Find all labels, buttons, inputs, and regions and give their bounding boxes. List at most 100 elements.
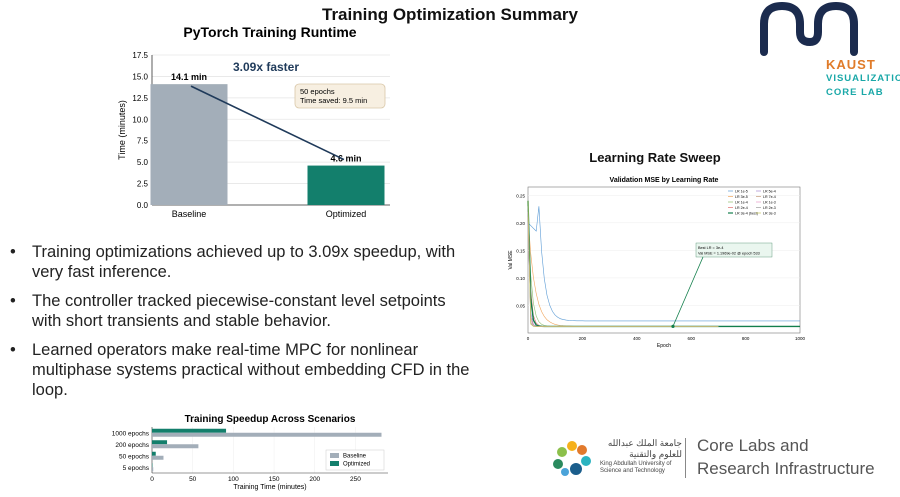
bullet-dot-icon: • [10,243,16,261]
speedup-bar-optimized [152,451,156,456]
speedup-legend-swatch [330,453,339,458]
footer-core-line1: Core Labs and [697,436,809,455]
sweep-legend-label: LR 1e-4 [735,201,748,205]
sweep-x-tick-label: 800 [742,336,750,341]
sweep-series-line [527,206,800,322]
sweep-y-tick-label: 0.25 [516,193,525,198]
speedup-x-tick-label: 50 [189,476,197,483]
sweep-best-annotation-box [695,242,773,258]
footer-english-line1: King Abdullah University of [600,461,672,467]
sweep-chart-subtitle: Validation MSE by Learning Rate [610,177,719,184]
runtime-y-tick-label: 17.5 [132,51,148,60]
footer-english-line2: Science and Technology [600,468,665,474]
runtime-chart: PyTorch Training Runtime 0.0 2.5 5.0 7.5 10.0… [117,24,390,219]
runtime-y-tick-label: 7.5 [137,137,149,146]
sweep-legend-label: LR 2e-4 [735,206,748,210]
bullet-text: Training optimizations achieved up to 3.… [32,243,456,281]
runtime-bar [307,165,385,205]
bullet-item: • Learned operators make real-time MPC fo… [10,340,470,400]
slide-title: Training Optimization Summary [322,5,578,24]
speedup-x-tick-label: 250 [350,476,361,483]
runtime-bar [150,84,228,205]
kaust-sunburst-icon [553,441,591,476]
sweep-x-tick-label: 600 [687,336,695,341]
runtime-speedup-annotation: 3.09x faster [233,60,299,74]
speedup-bar-baseline [152,432,382,437]
speedup-legend-box [325,449,385,471]
sweep-best-arrow [672,256,704,327]
runtime-y-tick-label: 5.0 [137,158,149,167]
runtime-y-tick-label: 12.5 [132,94,148,103]
speedup-x-tick-label: 100 [228,476,239,483]
speedup-x-tick-label: 200 [309,476,320,483]
speedup-y-tick-label: 1000 epochs [112,430,150,437]
speedup-legend-label: Baseline [343,454,367,460]
sweep-y-axis-label: Val MSE [508,250,514,270]
sweep-x-tick-label: 200 [579,336,587,341]
speedup-bar-baseline [152,444,199,449]
sweep-legend-label: LR 1e-5 [735,190,748,194]
runtime-bar-value-label: 14.1 min [171,72,207,82]
speedup-x-axis-label: Training Time (minutes) [233,484,306,491]
sweep-y-tick-label: 0.10 [516,276,525,281]
speedup-bar-baseline [152,455,164,460]
bullet-list: • Training optimizations achieved up to 3… [10,242,470,409]
runtime-speedup-line [190,85,345,161]
speedup-bar-baseline [152,467,154,472]
bullet-text: The controller tracked piecewise-constan… [32,292,446,330]
sweep-x-axis-label: Epoch [657,343,671,349]
runtime-note-box [294,83,386,109]
sweep-chart: Validation MSE by Learning Rate 0.05 0.10 0… [508,177,806,349]
sweep-legend-label: LR 2e-3 [763,206,776,210]
speedup-x-tick-label: 150 [269,476,280,483]
speedup-chart-title: Training Speedup Across Scenarios [185,414,356,425]
kaust-logo-mark-icon [760,2,858,56]
footer-core-line2: Research Infrastructure [697,459,875,478]
runtime-chart-title: PyTorch Training Runtime [183,24,356,40]
sweep-best-annotation-line: Best LR = 3e-4 [698,246,723,250]
speedup-bar-optimized [152,440,168,445]
sweep-x-tick-label: 0 [527,336,530,341]
bullet-text: Learned operators make real-time MPC for… [32,341,470,399]
sweep-y-tick-label: 0.20 [516,221,525,226]
kaust-core-labs-logo: جامعة الملك عبدالله للعلوم والتقنية King… [550,430,890,490]
sweep-legend-label: LR 7e-4 [763,195,776,199]
sweep-y-tick-label: 0.05 [516,303,525,308]
sweep-y-tick-label: 0.15 [516,248,525,253]
sweep-series-line [527,200,719,327]
footer-divider [685,438,686,478]
kaust-visualization-logo: KAUST VISUALIZATION CORE LAB [750,0,900,110]
speedup-chart: Training Speedup Across Scenarios 0 50 100 1… [112,414,388,491]
bullet-item: • The controller tracked piecewise-consta… [10,291,470,331]
kaust-logo-line2: CORE LAB [826,87,884,98]
sweep-legend-label: LR 3e-5 [735,195,748,199]
speedup-legend-swatch [330,461,339,466]
bullet-dot-icon: • [10,341,16,359]
speedup-legend-label: Optimized [343,462,370,468]
speedup-y-tick-label: 50 epochs [119,453,150,460]
sweep-plot-area [527,186,801,334]
speedup-x-tick-label: 0 [150,476,154,483]
speedup-bar-optimized [152,428,227,433]
sweep-chart-title: Learning Rate Sweep [589,150,721,165]
runtime-x-tick-label: Optimized [326,209,367,219]
bullet-item: • Training optimizations achieved up to 3… [10,242,470,282]
runtime-x-tick-label: Baseline [172,209,207,219]
sweep-legend-label: LR 5e-4 [763,190,776,194]
footer-arabic-line1: جامعة الملك عبدالله [607,438,682,448]
runtime-y-axis-label: Time (minutes) [117,100,127,160]
runtime-y-tick-label: 10.0 [132,115,148,124]
runtime-bar-value-label: 4.6 min [330,154,361,164]
runtime-y-tick-label: 0.0 [137,201,149,210]
bullet-dot-icon: • [10,292,16,310]
speedup-y-tick-label: 5 epochs [123,465,150,472]
runtime-y-tick-label: 2.5 [137,180,149,189]
sweep-best-point [671,324,675,328]
sweep-legend-label: LR 3e-4 (best) [735,212,758,216]
sweep-x-tick-label: 400 [633,336,641,341]
runtime-note-line: 50 epochs [300,87,335,96]
runtime-y-tick-label: 15.0 [132,72,148,81]
kaust-logo-line1: VISUALIZATION [826,73,900,84]
sweep-legend-label: LR 1e-3 [763,201,776,205]
sweep-best-annotation-line: Val MSE = 1.1969e-02 @ epoch 533 [698,252,760,256]
